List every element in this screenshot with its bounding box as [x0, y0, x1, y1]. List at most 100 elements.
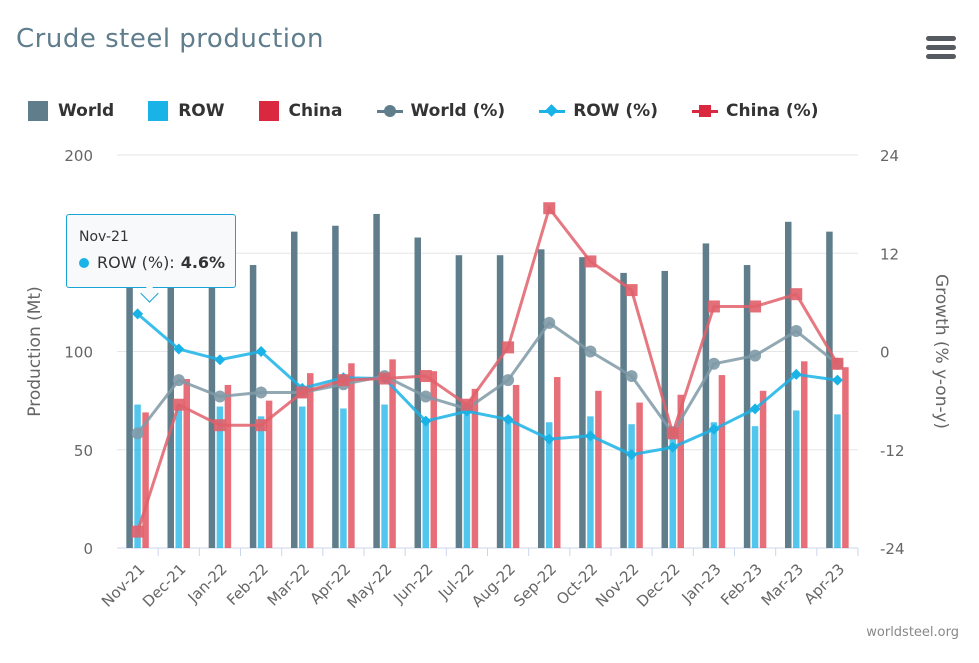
x-axis-tick-label: Mar-22: [264, 560, 313, 609]
line-point: [502, 374, 515, 387]
hamburger-menu-icon-bar: [926, 54, 956, 59]
bar: [265, 400, 273, 548]
bar: [422, 418, 429, 548]
legend-label: China (%): [726, 101, 819, 121]
line-point: [502, 341, 515, 354]
line-point: [255, 419, 268, 432]
y2-axis-tick-label: -24: [880, 540, 905, 558]
x-axis-tick-label: Sep-22: [510, 560, 560, 610]
x-axis-tick-label: Feb-23: [717, 560, 766, 609]
line-point: [667, 441, 679, 453]
bar: [669, 426, 676, 548]
y-axis-tick-label: 100: [64, 344, 93, 362]
legend-symbol-icon: [692, 101, 718, 121]
line-point: [213, 390, 226, 403]
bar: [743, 265, 751, 548]
x-axis-tick-label: Feb-22: [223, 560, 272, 609]
line-point: [255, 386, 268, 399]
bar: [554, 377, 561, 548]
bar: [183, 379, 190, 548]
legend-item[interactable]: China: [258, 101, 343, 121]
line-point: [625, 370, 638, 383]
line-point: [790, 288, 803, 301]
legend-label: ROW: [178, 101, 225, 121]
line-point: [502, 413, 514, 425]
bar-series-row: [134, 404, 841, 548]
y-axis-tick-label: 0: [83, 540, 93, 558]
bar: [224, 384, 232, 548]
x-axis-tick-label: Jan-23: [678, 560, 725, 607]
tooltip-header: Nov-21: [79, 229, 129, 245]
bar: [579, 257, 586, 548]
bar: [785, 221, 792, 548]
chart-tooltip: Nov-21 ROW (%): 4.6%: [66, 214, 236, 303]
line-point: [625, 284, 638, 297]
hamburger-menu-icon-bar: [926, 45, 956, 50]
legend-item[interactable]: World (%): [376, 101, 506, 121]
bar: [718, 375, 726, 548]
bar: [455, 255, 463, 548]
bar: [826, 231, 833, 548]
bar: [636, 402, 643, 548]
bar: [702, 243, 710, 549]
x-axis-tick-label: Dec-22: [633, 560, 684, 611]
legend-label: World (%): [410, 101, 506, 121]
legend-symbol-icon: [376, 101, 403, 121]
legend-symbol-icon: [148, 101, 169, 121]
legend-label: ROW (%): [573, 101, 658, 121]
line-point: [132, 308, 144, 320]
y-axis-title: Production (Mt): [25, 286, 45, 416]
credits-link[interactable]: worldsteel.org: [866, 625, 959, 640]
line-point: [131, 525, 144, 538]
line-point: [584, 430, 596, 442]
line-point: [666, 427, 679, 440]
x-axis-tick-label: Apr-23: [801, 560, 849, 608]
bar: [595, 390, 602, 548]
series-line: [136, 320, 839, 437]
tooltip-series-name: ROW (%):: [97, 253, 175, 272]
y2-axis-tick-label: 0: [880, 344, 890, 362]
line-point: [543, 316, 556, 329]
line-point: [708, 423, 720, 435]
line-point: [707, 300, 720, 313]
bar: [677, 394, 684, 548]
y-axis-tick-label: 50: [74, 442, 93, 460]
x-axis-tick-label: Jun-22: [389, 560, 436, 607]
menu-button[interactable]: [926, 36, 956, 62]
line-point: [626, 449, 638, 461]
line-point: [543, 433, 555, 445]
line-point: [337, 374, 350, 387]
line-point: [419, 370, 432, 383]
line-series: [131, 202, 844, 538]
line-point: [255, 346, 267, 357]
y2-axis-tick-label: 12: [880, 245, 899, 263]
line-point: [707, 357, 720, 370]
legend-item[interactable]: ROW (%): [539, 101, 658, 121]
x-axis-tick-label: Nov-22: [592, 560, 642, 610]
line-point: [172, 374, 185, 387]
bar: [793, 410, 800, 548]
series-line: [136, 204, 839, 533]
legend-symbol-icon: [258, 101, 279, 121]
y2-axis-tick-label: 24: [880, 147, 899, 165]
bar: [291, 231, 298, 548]
line-point: [790, 325, 803, 338]
legend-label: World: [58, 101, 115, 121]
line-point: [420, 415, 432, 427]
line-point: [460, 398, 473, 411]
legend-symbol-icon: [28, 101, 48, 121]
bar: [710, 422, 718, 548]
bar: [126, 267, 133, 548]
bar: [175, 404, 182, 548]
x-axis-tick-label: Jan-22: [184, 560, 231, 607]
legend-item[interactable]: World: [28, 101, 114, 121]
bar: [299, 406, 306, 548]
legend-item[interactable]: China (%): [692, 101, 818, 121]
x-axis-tick-label: Aug-22: [468, 560, 519, 611]
legend-label: China: [288, 101, 343, 121]
bar: [134, 404, 141, 548]
legend-item[interactable]: ROW: [148, 101, 225, 121]
bar: [512, 384, 520, 548]
bar: [471, 388, 479, 548]
bar: [842, 367, 849, 548]
